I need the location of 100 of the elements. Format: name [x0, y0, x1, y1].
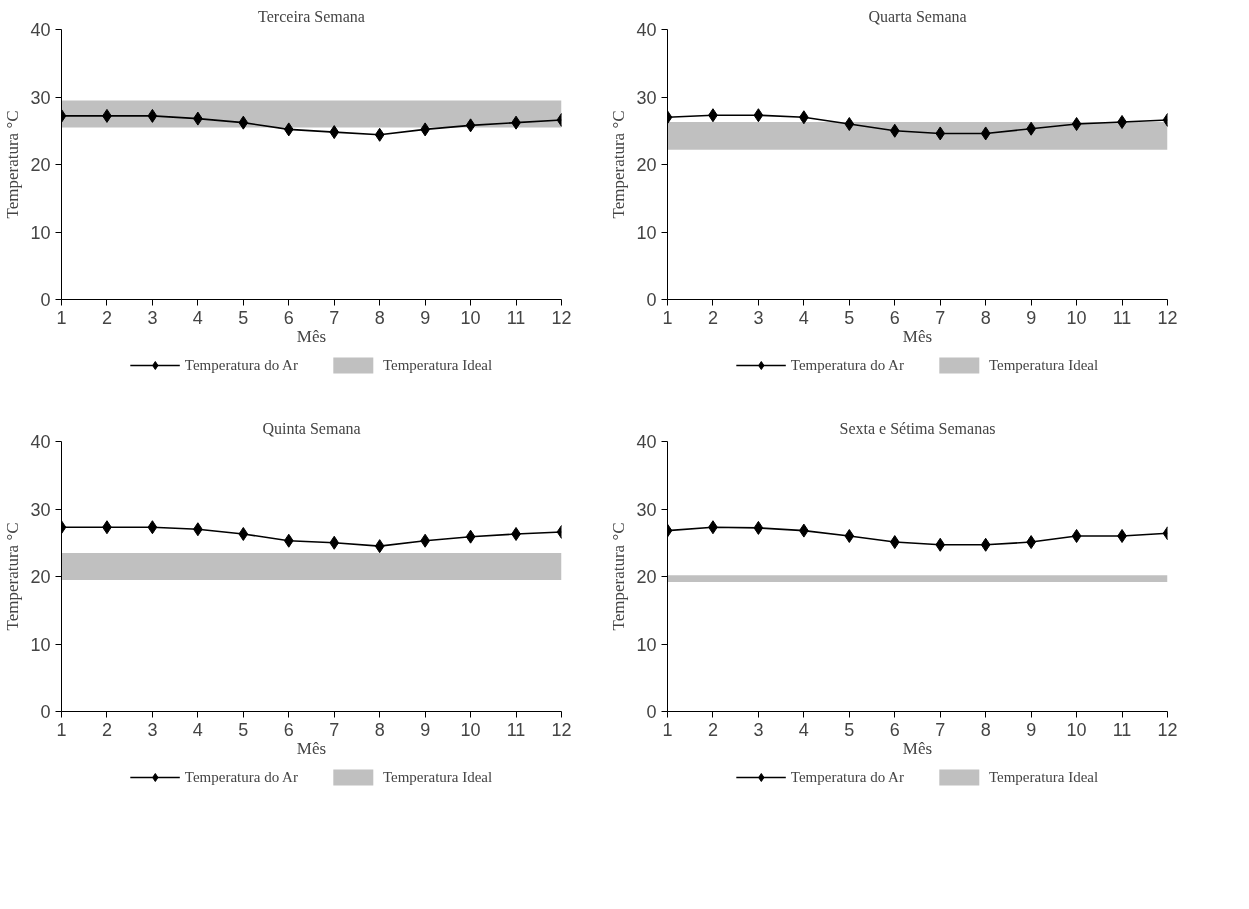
x-tick-label: 11	[506, 307, 526, 328]
legend-label: Temperatura do Ar	[790, 768, 904, 786]
y-tick-label: 10	[636, 222, 657, 243]
legend-label: Temperatura Ideal	[382, 768, 493, 786]
y-tick-label: 20	[636, 567, 657, 587]
y-tick-label: 40	[30, 20, 51, 40]
x-tick-label: 7	[935, 307, 946, 328]
y-tick-label: 0	[40, 702, 51, 722]
y-tick-label: 30	[636, 499, 657, 520]
x-tick-label: 6	[889, 307, 900, 328]
y-tick-label: 10	[30, 222, 51, 243]
x-tick-label: 2	[101, 719, 112, 740]
x-tick-label: 3	[147, 719, 158, 740]
chart-title: Quinta Semana	[262, 419, 361, 437]
y-tick-label: 40	[30, 432, 51, 452]
x-tick-label: 2	[101, 307, 112, 328]
y-tick-label: 30	[30, 499, 51, 520]
point	[1071, 529, 1082, 543]
x-tick-label: 12	[1157, 307, 1178, 328]
x-tick-label: 1	[56, 719, 67, 740]
chart-title: Quarta Semana	[868, 7, 967, 25]
x-tick-label: 2	[707, 719, 718, 740]
y-tick-label: 0	[646, 702, 657, 722]
x-tick-label: 3	[753, 719, 764, 740]
point	[844, 117, 855, 131]
x-tick-label: 12	[551, 719, 572, 740]
x-tick-label: 9	[1026, 719, 1037, 740]
point	[238, 115, 249, 130]
x-tick-label: 7	[935, 719, 946, 740]
legend-label: Temperatura do Ar	[184, 768, 298, 786]
x-tick-label: 6	[889, 719, 900, 740]
point	[889, 123, 900, 138]
point	[980, 126, 991, 141]
x-tick-label: 10	[460, 719, 481, 740]
y-axis-title: Temperatura °C	[609, 110, 629, 219]
point	[283, 122, 294, 137]
point	[238, 526, 249, 541]
point	[465, 118, 476, 133]
x-tick-label: 8	[374, 719, 385, 740]
x-axis-title: Mês	[296, 738, 327, 758]
point	[374, 127, 385, 142]
x-tick-label: 9	[1026, 307, 1037, 328]
x-tick-label: 10	[1066, 307, 1087, 328]
x-tick-label: 10	[1066, 719, 1087, 740]
point	[935, 126, 946, 141]
y-tick-label: 40	[636, 20, 657, 40]
x-tick-label: 4	[192, 719, 203, 740]
y-tick-label: 10	[30, 634, 51, 655]
x-tick-label: 1	[56, 307, 67, 328]
point	[935, 537, 946, 552]
y-axis-title: Temperatura °C	[609, 522, 629, 631]
x-tick-label: 11	[506, 719, 526, 740]
x-tick-label: 9	[420, 307, 431, 328]
x-tick-label: 3	[147, 307, 158, 328]
y-tick-label: 20	[30, 155, 51, 175]
x-tick-label: 9	[420, 719, 431, 740]
x-tick-label: 4	[192, 307, 203, 328]
y-tick-label: 20	[30, 567, 51, 587]
x-tick-label: 8	[980, 307, 991, 328]
point	[283, 533, 294, 548]
y-tick-label: 20	[636, 155, 657, 175]
legend-label: Temperatura Ideal	[988, 356, 1099, 374]
point	[1071, 117, 1082, 131]
x-tick-label: 1	[662, 719, 673, 740]
y-axis-title: Temperatura °C	[3, 110, 23, 219]
x-tick-label: 6	[283, 719, 294, 740]
x-tick-label: 10	[460, 307, 481, 328]
point	[980, 537, 991, 552]
x-axis-title: Mês	[902, 738, 933, 758]
x-tick-label: 5	[238, 719, 249, 740]
legend-label: Temperatura do Ar	[790, 356, 904, 374]
y-tick-label: 10	[636, 634, 657, 655]
y-tick-label: 0	[40, 290, 51, 310]
x-tick-label: 5	[844, 307, 855, 328]
chart-title: Terceira Semana	[258, 7, 365, 25]
x-axis-title: Mês	[296, 326, 327, 346]
x-axis-title: Mês	[902, 326, 933, 346]
x-tick-label: 8	[374, 307, 385, 328]
point	[753, 108, 764, 123]
point	[753, 520, 764, 535]
x-tick-label: 7	[329, 719, 340, 740]
chart-title: Sexta e Sétima Semanas	[839, 419, 996, 437]
legend-label: Temperatura Ideal	[988, 768, 1099, 786]
point	[329, 535, 340, 550]
point	[465, 529, 476, 544]
point	[374, 539, 385, 554]
point	[147, 108, 158, 123]
x-tick-label: 7	[329, 307, 340, 328]
y-tick-label: 30	[30, 87, 51, 108]
x-tick-label: 11	[1112, 719, 1132, 740]
x-tick-label: 11	[1112, 307, 1132, 328]
legend-label: Temperatura do Ar	[184, 356, 298, 374]
y-tick-label: 40	[636, 432, 657, 452]
y-tick-label: 30	[636, 87, 657, 108]
x-tick-label: 4	[798, 719, 809, 740]
point	[1117, 529, 1127, 543]
x-tick-label: 1	[662, 307, 673, 328]
x-tick-label: 12	[1157, 719, 1178, 740]
point	[889, 535, 900, 550]
point	[147, 520, 158, 535]
